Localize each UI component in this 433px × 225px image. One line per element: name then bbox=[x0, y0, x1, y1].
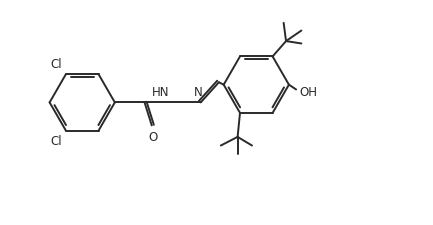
Text: HN: HN bbox=[152, 85, 169, 98]
Text: OH: OH bbox=[300, 86, 317, 99]
Text: O: O bbox=[148, 131, 157, 144]
Text: Cl: Cl bbox=[51, 58, 62, 71]
Text: N: N bbox=[194, 85, 203, 98]
Text: Cl: Cl bbox=[51, 135, 62, 148]
